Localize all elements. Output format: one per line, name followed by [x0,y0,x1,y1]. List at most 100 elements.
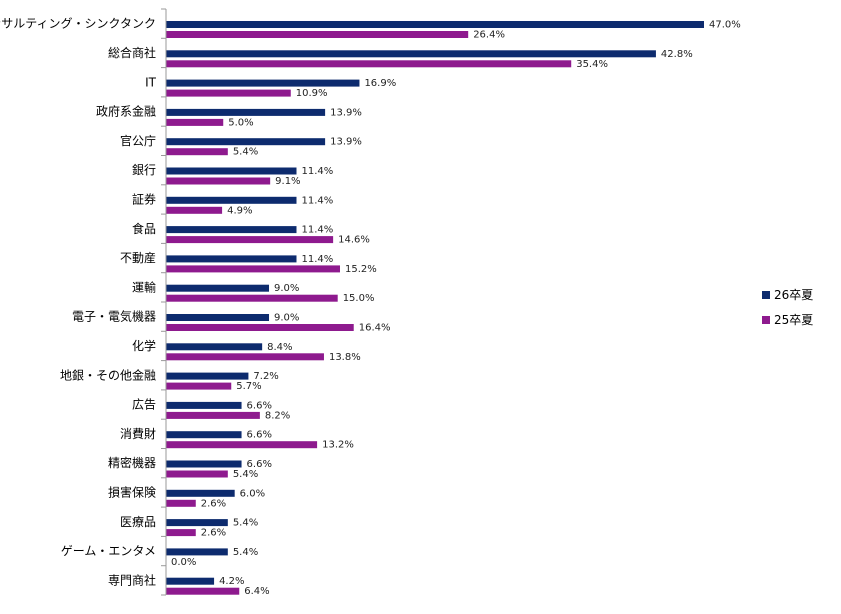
bar-series-25 [166,470,228,478]
bar-series-26 [166,401,242,409]
data-label: 6.0% [240,488,265,499]
bar-series-26 [166,196,297,204]
data-label: 2.6% [201,528,226,539]
category-label: 専門商社 [108,572,156,587]
category-label: 不動産 [120,250,156,265]
bar-series-25 [166,587,240,595]
category-label: ゲーム・エンタメ [61,544,156,558]
bar-series-26 [166,167,297,175]
bar-series-25 [166,294,338,302]
legend-label: 25卒夏 [774,313,813,327]
bar-series-25 [166,324,354,331]
data-label: 13.9% [330,107,362,118]
bar-series-26 [166,255,297,263]
category-label: 運輸 [132,279,156,294]
bar-series-25 [166,31,469,38]
bar-series-25 [166,382,232,390]
data-label: 5.0% [228,117,253,128]
bar-series-25 [166,148,228,156]
bar-series-26 [166,343,263,351]
data-label: 9.0% [274,313,299,324]
category-label: 化学 [132,338,156,353]
data-label: 14.6% [338,235,370,246]
bar-series-25 [166,60,572,68]
data-label: 8.2% [265,410,290,421]
bar-series-25 [166,89,291,97]
data-label: 2.6% [201,498,226,509]
data-label: 5.4% [233,147,258,158]
data-label: 16.9% [364,78,396,89]
bar-series-26 [166,372,249,380]
bar-series-26 [166,50,656,58]
category-label: 消費財 [120,426,156,441]
category-label: 医療品 [120,515,156,529]
data-label: 9.1% [275,176,300,187]
bar-series-25 [166,265,340,273]
category-label: 精密機器 [108,455,156,470]
bar-series-26 [166,314,270,321]
legend-swatch [762,316,770,324]
bar-series-25 [166,529,196,537]
bar-series-25 [166,353,324,361]
data-label: 47.0% [709,20,741,31]
bar-series-25 [166,499,196,507]
data-label: 13.8% [329,352,361,363]
category-label: 総合商社 [108,45,156,60]
data-label: 4.9% [227,205,252,216]
data-label: 6.4% [244,586,269,597]
category-label: 損害保険 [108,484,156,499]
data-label: 42.8% [661,49,693,60]
bar-series-25 [166,206,223,214]
bar-series-26 [166,431,242,439]
bar-series-26 [166,519,228,527]
data-label: 5.4% [233,469,258,480]
bar-series-26 [166,548,228,556]
bar-series-26 [166,489,235,497]
category-label: 銀行 [132,163,156,177]
bar-series-25 [166,441,318,449]
data-label: 5.4% [233,518,258,529]
bar-series-26 [166,226,297,234]
legend-label: 26卒夏 [774,288,813,302]
data-label: 11.4% [301,166,333,177]
bar-series-25 [166,118,224,126]
bar-series-26 [166,284,270,292]
bar-series-26 [166,79,360,87]
category-label: IT [145,75,157,89]
legend-swatch [762,291,770,299]
bar-series-26 [166,138,326,146]
data-label: 5.4% [233,547,258,558]
data-label: 11.4% [301,225,333,236]
category-label: 広告 [132,398,156,412]
data-label: 7.2% [253,371,278,382]
data-label: 35.4% [576,59,608,70]
data-label: 13.2% [322,440,354,451]
data-label: 15.2% [345,264,377,275]
data-label: 16.4% [359,323,391,334]
data-label: 26.4% [473,30,505,41]
data-label: 11.4% [301,195,333,206]
bar-series-26 [166,460,242,468]
category-label: 地銀・その他金融 [60,367,156,382]
category-label: 証券 [132,191,156,206]
category-label: 政府系金融 [96,104,156,119]
bar-series-25 [166,236,334,244]
category-label: 食品 [132,221,156,236]
bar-series-25 [166,411,260,419]
data-label: 0.0% [171,557,196,568]
bar-series-26 [166,108,326,116]
data-label: 4.2% [219,576,244,587]
data-label: 9.0% [274,283,299,294]
bar-series-26 [166,21,704,28]
data-label: 13.9% [330,137,362,148]
data-label: 10.9% [296,88,328,99]
data-label: 5.7% [236,381,261,392]
data-label: 6.6% [247,430,272,441]
data-label: 11.4% [301,254,333,265]
bar-series-26 [166,577,215,585]
bar-series-25 [166,177,271,185]
data-label: 8.4% [267,342,292,353]
category-label: コンサルティング・シンクタンク [0,17,156,31]
category-label: 官公庁 [120,133,156,148]
